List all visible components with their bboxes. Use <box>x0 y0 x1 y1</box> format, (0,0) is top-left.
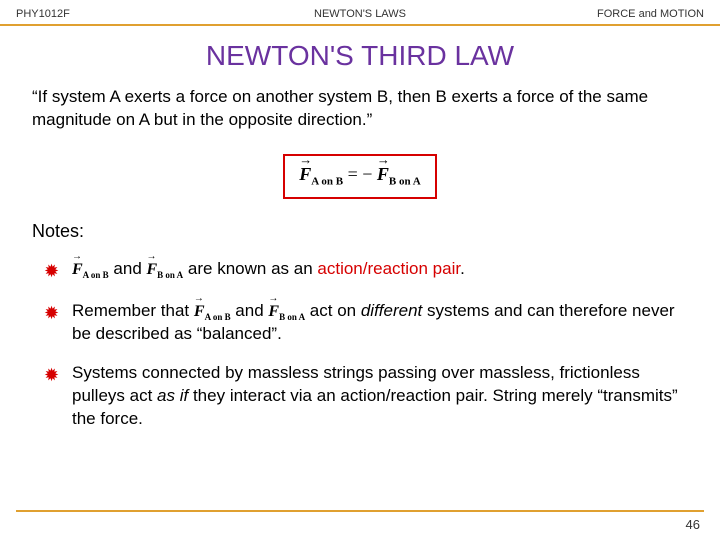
equation-container: FA on B = − FB on A <box>0 142 720 216</box>
force-vector-lhs: FA on B <box>299 164 343 188</box>
law-statement: “If system A exerts a force on another s… <box>0 82 720 142</box>
newton-third-law-equation: FA on B = − FB on A <box>283 154 436 200</box>
f-b-on-a-icon: FB on A <box>147 259 184 281</box>
burst-icon: ✹ <box>44 301 64 325</box>
equals-negative: = − <box>348 164 373 184</box>
footer-divider <box>16 510 704 512</box>
bullet-2-text: Remember that FA on B and FB on A act on… <box>72 300 688 346</box>
page-number: 46 <box>686 517 700 532</box>
bullet-3-text: Systems connected by massless strings pa… <box>72 362 688 431</box>
f-b-on-a-icon: FB on A <box>268 301 305 323</box>
slide-title: NEWTON'S THIRD LAW <box>0 26 720 82</box>
slide-header: PHY1012F NEWTON'S LAWS FORCE and MOTION <box>0 0 720 26</box>
notes-heading: Notes: <box>0 215 720 248</box>
list-item: ✹ Systems connected by massless strings … <box>44 354 688 439</box>
f-a-on-b-icon: FA on B <box>194 301 231 323</box>
notes-list: ✹ FA on B and FB on A are known as an ac… <box>0 248 720 438</box>
bullet-1-text: FA on B and FB on A are known as an acti… <box>72 258 688 281</box>
chapter-name: NEWTON'S LAWS <box>245 8 474 20</box>
force-vector-rhs: FB on A <box>377 164 421 188</box>
f-a-on-b-icon: FA on B <box>72 259 109 281</box>
list-item: ✹ Remember that FA on B and FB on A act … <box>44 292 688 354</box>
burst-icon: ✹ <box>44 363 64 387</box>
list-item: ✹ FA on B and FB on A are known as an ac… <box>44 250 688 291</box>
course-code: PHY1012F <box>16 8 245 20</box>
action-reaction-term: action/reaction pair <box>317 259 460 278</box>
burst-icon: ✹ <box>44 259 64 283</box>
section-name: FORCE and MOTION <box>475 8 704 20</box>
